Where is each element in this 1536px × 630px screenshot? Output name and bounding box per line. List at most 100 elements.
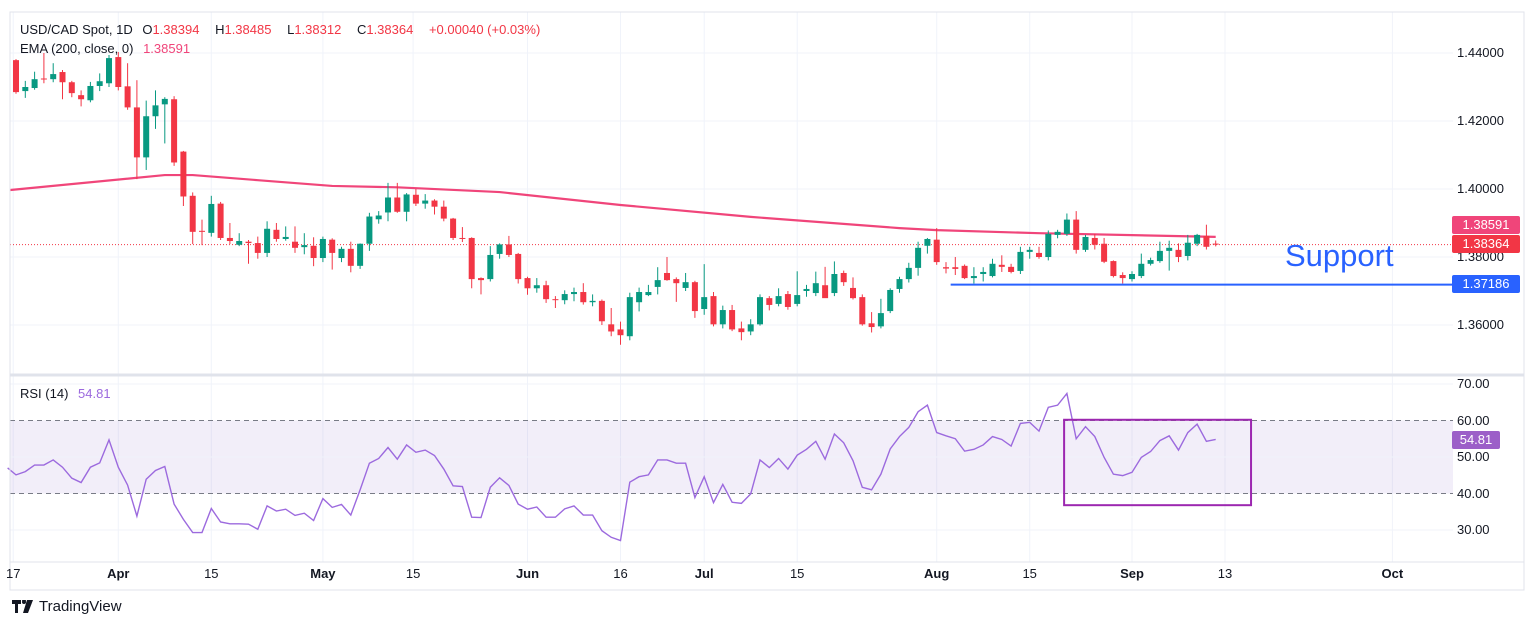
candle[interactable] — [701, 264, 708, 315]
candle[interactable] — [152, 90, 159, 129]
candle[interactable] — [403, 193, 410, 222]
candle[interactable] — [682, 272, 689, 291]
candle[interactable] — [1091, 233, 1098, 250]
candle[interactable] — [301, 233, 308, 255]
candle[interactable] — [664, 257, 670, 281]
candle[interactable] — [115, 51, 122, 91]
candle[interactable] — [422, 194, 429, 209]
candle[interactable] — [1017, 246, 1024, 274]
candle[interactable] — [589, 294, 596, 307]
candle[interactable] — [31, 71, 38, 90]
candle[interactable] — [40, 53, 47, 84]
candle[interactable] — [654, 267, 661, 295]
candle[interactable] — [1184, 234, 1191, 261]
tradingview-logo[interactable]: TradingView — [12, 598, 122, 615]
candle[interactable] — [980, 267, 987, 282]
candle[interactable] — [96, 73, 103, 92]
candle[interactable] — [450, 217, 457, 240]
candle[interactable] — [1129, 271, 1135, 282]
candle[interactable] — [50, 63, 57, 83]
candle[interactable] — [208, 195, 215, 237]
candle[interactable] — [784, 291, 791, 310]
candle[interactable] — [357, 243, 364, 269]
rsi-line[interactable] — [7, 391, 1216, 542]
candle[interactable] — [645, 284, 652, 297]
candle[interactable] — [347, 241, 354, 273]
rsi-highlight-box[interactable] — [1063, 418, 1253, 507]
candle[interactable] — [292, 226, 298, 253]
candle[interactable] — [617, 321, 624, 345]
price-pane[interactable] — [10, 51, 1453, 345]
candle[interactable] — [217, 201, 224, 240]
candle[interactable] — [850, 277, 856, 300]
candle[interactable] — [338, 246, 345, 263]
candle[interactable] — [226, 223, 233, 245]
candle[interactable] — [989, 258, 996, 278]
candle[interactable] — [859, 294, 866, 326]
candle[interactable] — [180, 150, 187, 206]
candle[interactable] — [691, 280, 698, 318]
candle[interactable] — [812, 271, 819, 297]
candle[interactable] — [933, 228, 940, 265]
candle[interactable] — [1063, 213, 1070, 236]
candle[interactable] — [840, 270, 847, 286]
candle[interactable] — [236, 233, 243, 247]
candle[interactable] — [478, 277, 484, 295]
candle[interactable] — [561, 290, 568, 305]
candle[interactable] — [375, 211, 382, 224]
candle[interactable] — [626, 292, 633, 341]
candle[interactable] — [22, 80, 29, 98]
candle[interactable] — [161, 97, 168, 144]
candle[interactable] — [319, 236, 326, 263]
candle[interactable] — [366, 212, 373, 251]
candle[interactable] — [124, 63, 131, 110]
candle[interactable] — [1101, 237, 1108, 264]
candle[interactable] — [254, 236, 261, 259]
candle[interactable] — [710, 292, 717, 327]
candle[interactable] — [543, 280, 550, 303]
candle[interactable] — [264, 221, 271, 257]
candle[interactable] — [1045, 230, 1052, 261]
candle[interactable] — [1119, 272, 1126, 284]
candle[interactable] — [608, 308, 615, 337]
candle[interactable] — [803, 284, 810, 297]
candle[interactable] — [468, 237, 475, 289]
candle[interactable] — [794, 271, 801, 307]
candle[interactable] — [887, 288, 894, 314]
candle[interactable] — [1026, 246, 1033, 259]
candle[interactable] — [78, 90, 85, 107]
candle[interactable] — [868, 312, 875, 333]
rsi-legend[interactable]: RSI (14) 54.81 — [20, 386, 117, 401]
candle[interactable] — [199, 219, 205, 246]
candle[interactable] — [171, 96, 178, 166]
candle[interactable] — [505, 235, 512, 257]
candle[interactable] — [459, 227, 466, 243]
candle[interactable] — [738, 321, 745, 341]
candle[interactable] — [310, 237, 317, 267]
candle[interactable] — [1175, 243, 1182, 263]
candle[interactable] — [68, 80, 75, 98]
candle[interactable] — [273, 223, 280, 242]
candle[interactable] — [282, 226, 289, 241]
candle[interactable] — [877, 298, 884, 329]
candle[interactable] — [905, 262, 912, 283]
rsi-pane[interactable] — [7, 383, 1453, 542]
candle[interactable] — [831, 261, 838, 297]
candle[interactable] — [1166, 240, 1173, 271]
candle[interactable] — [440, 200, 447, 222]
candle[interactable] — [87, 81, 94, 103]
candle[interactable] — [952, 257, 959, 276]
candle[interactable] — [571, 287, 577, 302]
candle[interactable] — [245, 240, 252, 264]
candle[interactable] — [13, 59, 19, 94]
candle[interactable] — [189, 192, 196, 245]
candle[interactable] — [1073, 211, 1080, 254]
candle[interactable] — [719, 305, 726, 329]
candle[interactable] — [515, 252, 522, 284]
candle[interactable] — [143, 100, 150, 170]
candle[interactable] — [1147, 257, 1154, 266]
ema-legend[interactable]: EMA (200, close, 0) 1.38591 — [20, 41, 196, 56]
candle[interactable] — [412, 189, 419, 206]
candle[interactable] — [924, 237, 931, 254]
